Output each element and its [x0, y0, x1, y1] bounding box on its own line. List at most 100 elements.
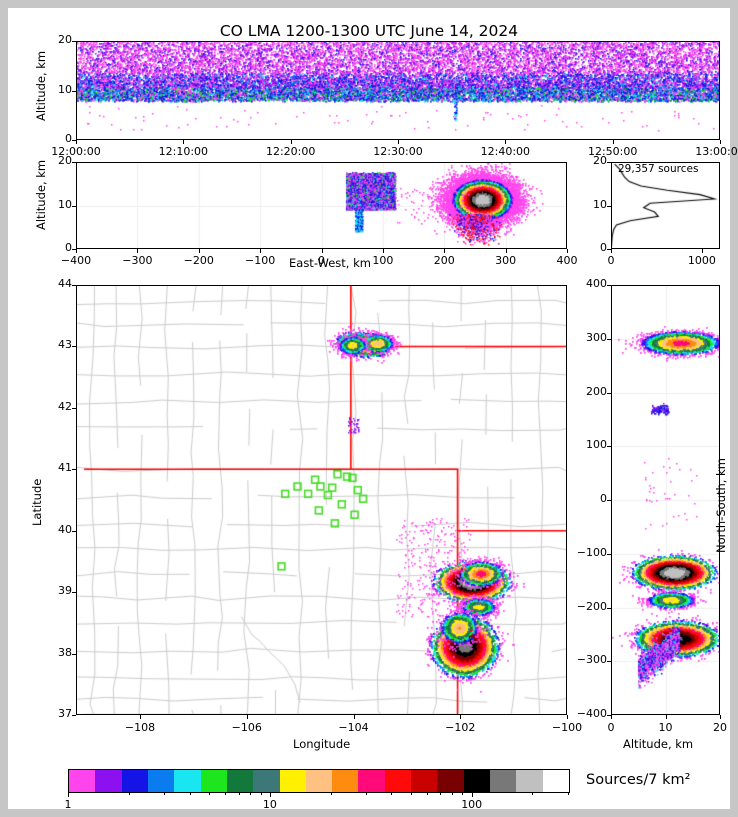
- time-ytick: [72, 91, 76, 92]
- ew-ytick: [72, 162, 76, 163]
- colorbar-major-tick: [68, 792, 69, 797]
- map-ytick-label: 42: [58, 399, 72, 413]
- time-xtick-label: 12:10:00: [158, 145, 209, 158]
- ns-ytick: [607, 285, 611, 286]
- ns-ytick: [607, 608, 611, 609]
- map-xtick-label: −108: [124, 721, 156, 734]
- colorbar-tick-label: 10: [262, 798, 277, 811]
- map-ytick-label: 38: [58, 645, 72, 659]
- ew-panel-ylabel: Altitude, km: [34, 159, 48, 230]
- time-xtick: [398, 140, 399, 144]
- time-ytick-label: 0: [65, 132, 72, 145]
- ew-xtick-label: 0: [318, 254, 325, 267]
- colorbar-minor-tick: [209, 792, 210, 795]
- map-ytick: [72, 531, 76, 532]
- map-xtick: [460, 715, 461, 719]
- ns-ytick-label: −400: [576, 707, 607, 720]
- colorbar-swatch-18: [542, 770, 569, 792]
- map-ytick-label: 43: [58, 338, 72, 352]
- ns-ytick: [607, 661, 611, 662]
- ew-ytick-label: 20: [58, 154, 72, 167]
- colorbar-minor-tick: [391, 792, 392, 795]
- colorbar-swatch-6: [226, 770, 254, 792]
- time-xtick-label: 12:40:00: [480, 145, 531, 158]
- hist-xtick: [702, 249, 703, 253]
- map-ytick: [72, 346, 76, 347]
- colorbar-swatch-8: [279, 770, 306, 792]
- hist-ytick-label: 10: [593, 197, 607, 211]
- ns-ytick: [607, 339, 611, 340]
- colorbar-minor-tick: [366, 792, 367, 795]
- map-ytick-label: 37: [58, 707, 72, 720]
- ew-xtick-label: 100: [372, 254, 394, 267]
- colorbar-minor-tick: [452, 792, 453, 795]
- ew-xtick-label: 400: [556, 254, 578, 267]
- ns-panel-ylabel: North-South, km: [714, 458, 728, 553]
- hist-ytick: [607, 249, 611, 250]
- map-xtick-label: −104: [338, 721, 369, 734]
- colorbar-minor-tick: [190, 792, 191, 795]
- colorbar-minor-tick: [427, 792, 428, 795]
- colorbar-title: Sources/7 km²: [586, 772, 691, 788]
- time-ytick: [72, 41, 76, 42]
- colorbar-minor-tick: [532, 792, 533, 795]
- ns-panel-xlabel: Altitude, km: [623, 737, 694, 751]
- ew-xtick: [137, 249, 138, 253]
- map-xtick: [247, 715, 248, 719]
- ns-ytick-label: 0: [600, 492, 607, 505]
- map-ytick-label: 39: [58, 584, 72, 598]
- ns-xtick: [666, 715, 667, 719]
- colorbar-tick-label: 1: [64, 798, 72, 811]
- colorbar-swatch-13: [411, 770, 438, 792]
- ns-xtick-label: 10: [658, 721, 673, 734]
- hist-xtick: [611, 249, 612, 253]
- colorbar-tick-label: 100: [461, 798, 483, 811]
- ew-xtick: [567, 249, 568, 253]
- hist-ytick-label: 20: [593, 154, 607, 167]
- ns-ytick: [607, 500, 611, 501]
- map-ytick: [72, 715, 76, 716]
- hist-ytick-label: 0: [600, 241, 607, 254]
- map-xtick: [140, 715, 141, 719]
- hist-ytick: [607, 206, 611, 207]
- ns-ytick-label: 400: [586, 277, 607, 290]
- ew-xtick-label: −100: [245, 254, 276, 267]
- colorbar-minor-tick: [164, 792, 165, 795]
- colorbar-swatch-15: [463, 770, 490, 792]
- colorbar-swatch-12: [384, 770, 412, 792]
- colorbar-minor-tick: [129, 792, 130, 795]
- hist-xtick-label: 0: [607, 254, 615, 267]
- ew-xtick: [506, 249, 507, 253]
- map-ytick: [72, 469, 76, 470]
- time-xtick: [720, 140, 721, 144]
- ns-xtick-label: 0: [607, 721, 615, 734]
- ew-ytick: [72, 249, 76, 250]
- map-ytick: [72, 285, 76, 286]
- panel-altitude-histogram: [611, 162, 720, 249]
- ew-xtick-label: 300: [495, 254, 517, 267]
- panel-east-west-vs-altitude: [76, 162, 567, 249]
- source-count-annotation: 29,357 sources: [618, 163, 699, 175]
- time-xtick: [613, 140, 614, 144]
- ns-ytick: [607, 554, 611, 555]
- ns-ytick: [607, 715, 611, 716]
- ns-ytick-label: −200: [576, 599, 607, 613]
- colorbar-minor-tick: [462, 792, 463, 795]
- colorbar-swatch-1: [95, 770, 122, 792]
- ew-xtick-label: −200: [183, 254, 214, 267]
- ew-xtick: [444, 249, 445, 253]
- time-xtick-label: 12:20:00: [265, 145, 316, 158]
- time-xtick-label: 12:30:00: [373, 145, 423, 158]
- north-south-scatter: [611, 285, 720, 715]
- time-xtick-label: 12:50:00: [587, 145, 638, 158]
- time-xtick: [505, 140, 506, 144]
- time-xtick-label: 13:00:00: [695, 145, 738, 158]
- time-xtick: [76, 140, 77, 144]
- figure-canvas: CO LMA 1200-1300 UTC June 14, 2024 Altit…: [8, 8, 738, 811]
- map-ytick: [72, 408, 76, 409]
- time-ytick-label: 10: [58, 82, 72, 96]
- colorbar-minor-tick: [568, 792, 569, 795]
- ns-xtick: [611, 715, 612, 719]
- east-west-scatter: [76, 162, 567, 249]
- map-xtick-label: −102: [445, 721, 476, 734]
